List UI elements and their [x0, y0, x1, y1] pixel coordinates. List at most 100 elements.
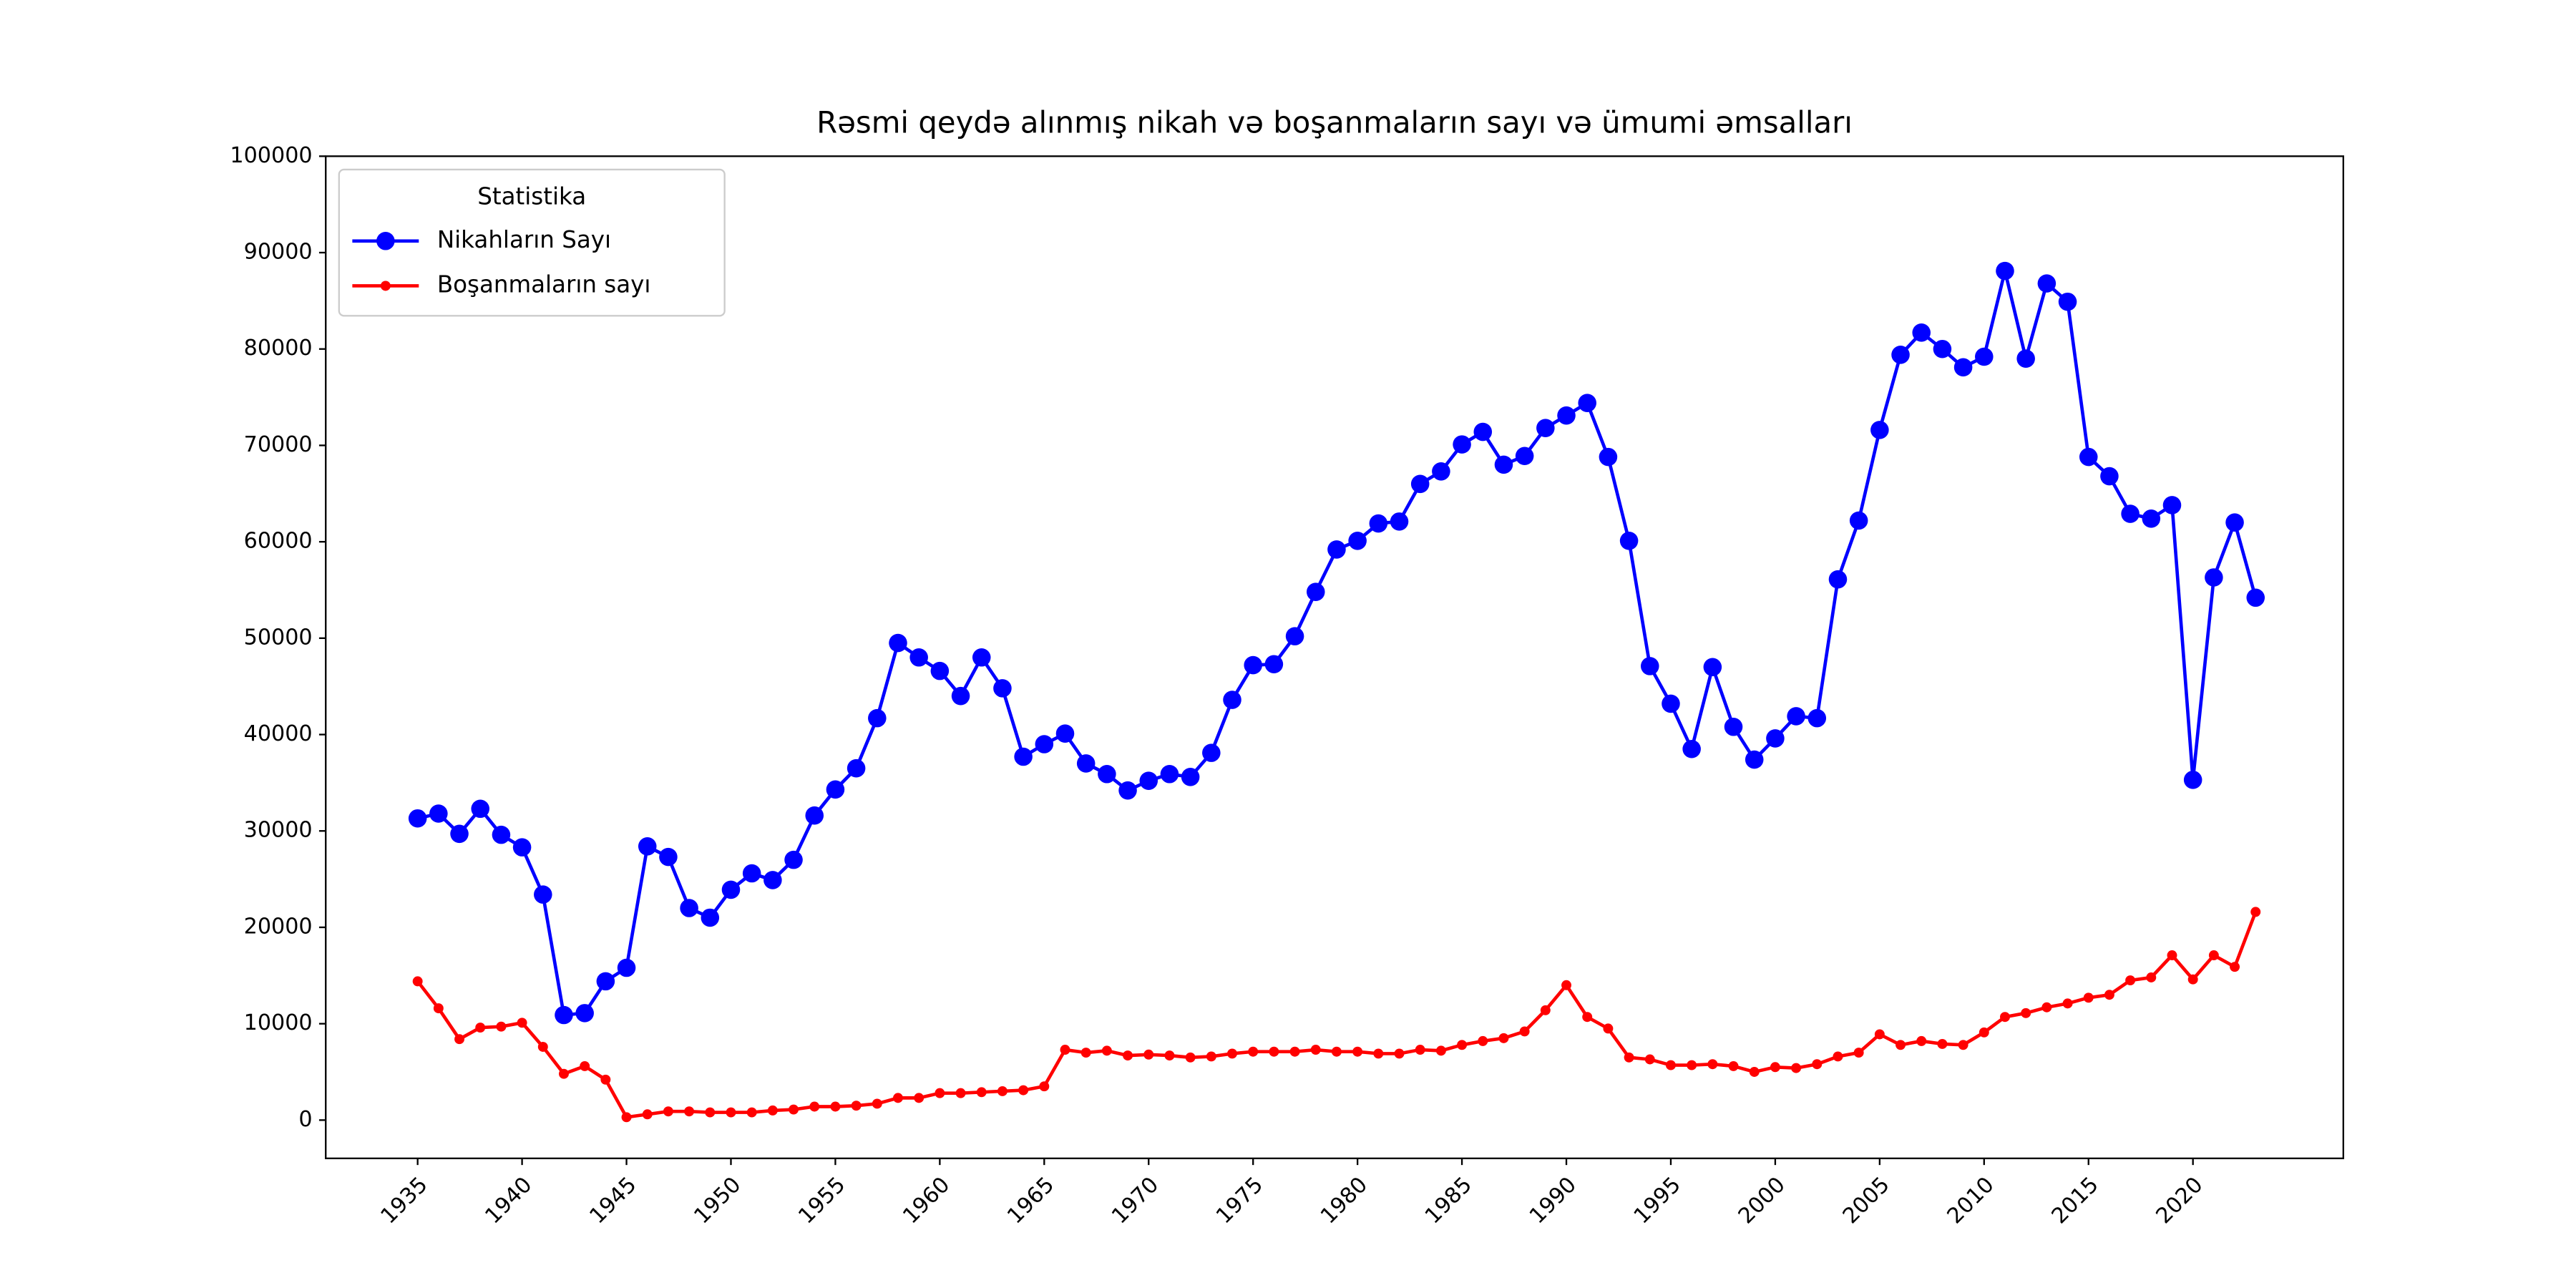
data-point	[1185, 1052, 1196, 1063]
data-point	[1331, 1046, 1342, 1057]
data-point	[826, 780, 845, 799]
data-point	[1644, 1054, 1655, 1065]
data-point	[1912, 323, 1931, 342]
data-point	[1703, 658, 1722, 677]
data-point	[471, 799, 489, 819]
data-point	[721, 880, 741, 899]
data-point	[951, 686, 970, 706]
data-point	[2125, 975, 2136, 986]
data-point	[1766, 729, 1785, 748]
y-tick-label: 40000	[244, 721, 313, 746]
data-point	[408, 809, 427, 828]
data-point	[930, 661, 950, 680]
data-point	[993, 679, 1012, 698]
data-point	[1118, 781, 1137, 800]
data-point	[1269, 1046, 1279, 1057]
data-point	[1896, 1040, 1906, 1050]
data-point	[1519, 1026, 1530, 1037]
data-point	[742, 864, 761, 883]
data-point	[1415, 1045, 1425, 1055]
data-point	[1749, 1067, 1760, 1077]
plot-frame	[325, 155, 2345, 1159]
legend-box	[338, 168, 726, 317]
data-point	[2079, 447, 2098, 467]
data-point	[663, 1106, 673, 1117]
data-point	[1035, 735, 1054, 753]
data-point	[1139, 771, 1158, 790]
y-tick-label: 90000	[244, 240, 313, 265]
data-point	[555, 1005, 573, 1025]
data-point	[454, 1034, 465, 1045]
data-point	[914, 1093, 924, 1103]
data-point	[830, 1101, 841, 1112]
data-point	[1561, 980, 1571, 990]
data-point	[935, 1088, 945, 1098]
data-point	[621, 1112, 632, 1123]
data-point	[412, 976, 423, 987]
data-point	[1076, 754, 1096, 773]
data-point	[1164, 1050, 1175, 1061]
y-tick-label: 30000	[244, 818, 313, 843]
data-point	[746, 1107, 757, 1118]
data-point	[1724, 717, 1743, 736]
data-point	[2021, 1008, 2031, 1018]
data-point	[1582, 1012, 1593, 1023]
data-point	[889, 633, 907, 653]
data-point	[1223, 691, 1241, 709]
data-point	[789, 1104, 799, 1115]
data-point	[659, 847, 678, 867]
data-point	[1996, 261, 2014, 280]
data-point	[1098, 765, 1116, 784]
data-point	[2083, 992, 2094, 1003]
data-point	[1891, 346, 1910, 364]
data-point	[2062, 998, 2073, 1009]
data-point	[1373, 1048, 1384, 1059]
data-point	[1975, 347, 1994, 366]
y-tick-label: 0	[298, 1107, 312, 1132]
data-point	[1080, 1048, 1091, 1058]
data-point	[1369, 514, 1388, 533]
data-point	[2208, 950, 2219, 960]
data-point	[1227, 1048, 1237, 1059]
y-tick-label: 50000	[244, 625, 313, 650]
chart-title: Rəsmi qeydə alınmış nikah və boşanmaları…	[816, 105, 1853, 140]
data-point	[617, 958, 636, 977]
data-point	[642, 1109, 653, 1120]
data-point	[2187, 974, 2198, 985]
data-point	[1457, 1040, 1468, 1050]
data-point	[1874, 1029, 1885, 1040]
data-point	[1244, 655, 1262, 675]
data-point	[1515, 447, 1534, 466]
data-point	[450, 824, 469, 844]
data-point	[1143, 1049, 1154, 1060]
data-point	[1933, 339, 1952, 358]
data-point	[2205, 568, 2223, 587]
data-point	[1707, 1059, 1718, 1070]
data-point	[2246, 588, 2265, 608]
data-point	[805, 806, 824, 825]
data-point	[2037, 274, 2057, 293]
y-tick-label: 60000	[244, 529, 313, 554]
data-point	[972, 648, 991, 667]
data-point	[475, 1023, 486, 1033]
data-point	[600, 1074, 611, 1085]
data-point	[726, 1107, 736, 1118]
data-point	[1619, 532, 1639, 550]
data-point	[429, 804, 448, 823]
data-point	[1849, 511, 1868, 530]
data-point	[2225, 513, 2244, 532]
data-point	[1248, 1046, 1259, 1057]
y-tick-label: 10000	[244, 1010, 313, 1035]
data-point	[868, 708, 887, 728]
data-point	[575, 1004, 594, 1023]
legend-label: Boşanmaların sayı	[437, 270, 651, 298]
data-point	[1478, 1035, 1488, 1046]
data-point	[1641, 657, 1659, 675]
data-point	[1728, 1060, 1739, 1071]
data-point	[893, 1093, 903, 1103]
data-point	[512, 838, 532, 857]
data-point	[596, 972, 615, 991]
data-point	[1578, 394, 1596, 412]
data-point	[1394, 1048, 1405, 1059]
data-point	[496, 1021, 507, 1032]
